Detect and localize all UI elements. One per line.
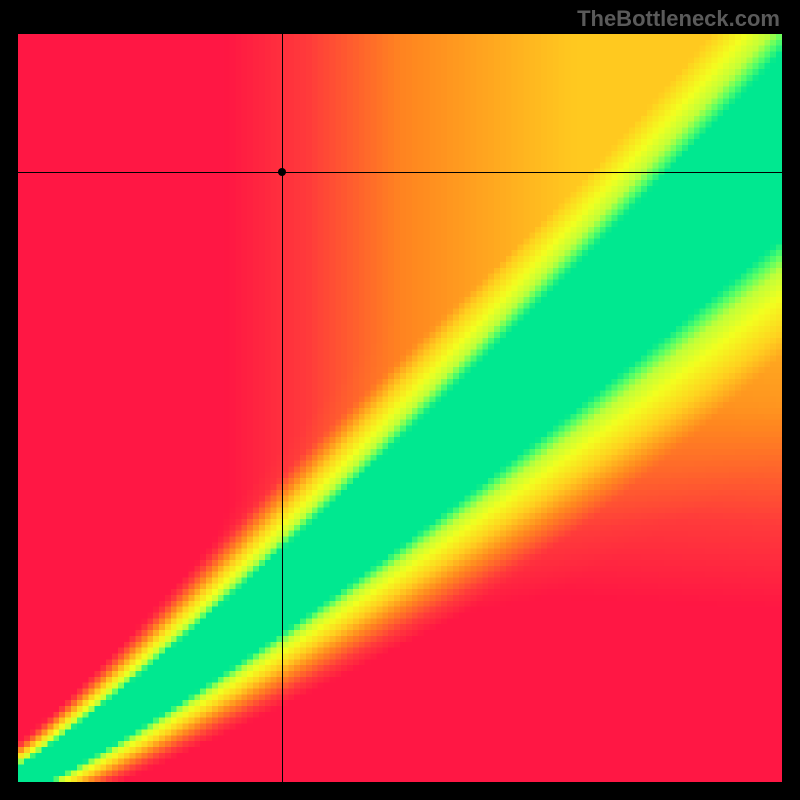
crosshair-vertical: [282, 34, 283, 782]
heatmap-canvas: [18, 34, 782, 782]
heatmap-plot: [18, 34, 782, 782]
crosshair-marker: [278, 168, 286, 176]
watermark-text: TheBottleneck.com: [577, 6, 780, 32]
crosshair-horizontal: [18, 172, 782, 173]
